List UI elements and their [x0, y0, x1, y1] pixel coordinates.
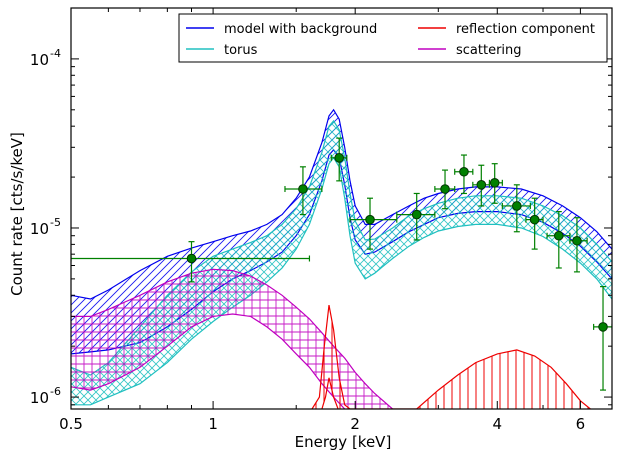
data-point [472, 164, 491, 207]
x-tick-label: 1 [208, 415, 218, 433]
legend-box [178, 13, 608, 63]
y-tick-label: 10 [30, 51, 49, 69]
data-marker [186, 253, 197, 264]
band-lower-scattering [71, 313, 346, 409]
y-tick-exponent: -5 [50, 216, 61, 229]
data-marker [459, 166, 469, 177]
legend-entry-model-with-background: model with background [186, 22, 377, 37]
data-point [284, 166, 323, 216]
x-tick-label: 0.5 [59, 415, 83, 433]
legend-label: scattering [456, 43, 522, 58]
plot-frame [70, 7, 613, 410]
y-tick-exponent: -6 [50, 385, 61, 398]
band-lower-torus [71, 156, 612, 406]
x-axis-label: Energy [keV] [295, 433, 392, 451]
data-marker [476, 180, 487, 190]
data-point [569, 217, 588, 273]
data-point [488, 163, 503, 204]
data-marker [529, 214, 540, 225]
band-upper-scattering [71, 268, 393, 409]
y-tick-exponent: -4 [50, 47, 61, 60]
band-upper-model-with-background [71, 108, 612, 300]
data-marker [411, 209, 422, 220]
data-point [349, 197, 398, 250]
legend-entry-scattering: scattering [418, 43, 522, 58]
data-marker [365, 214, 375, 225]
plot-area [71, 108, 612, 409]
data-marker [554, 230, 564, 241]
data-marker [334, 153, 345, 163]
series-scattering [71, 268, 393, 409]
data-point [593, 286, 612, 391]
y-tick-label: 10 [30, 220, 49, 238]
x-tick-label: 2 [350, 415, 360, 433]
x-tick-label: 6 [576, 415, 586, 433]
data-marker [572, 235, 582, 246]
legend-label: model with background [224, 22, 377, 37]
legend-label: torus [224, 43, 258, 58]
data-point [525, 197, 544, 250]
legend-entry-reflection-component: reflection component [418, 22, 595, 37]
axes: 0.5 1 2 4 610-610-510-4 [30, 7, 613, 433]
data-point [501, 184, 531, 233]
data-point [434, 169, 456, 210]
legend: model with background torus reflection com… [178, 13, 608, 63]
data-marker [440, 184, 450, 194]
legend-entry-torus: torus [186, 43, 258, 58]
data-point [546, 210, 571, 269]
legend-label: reflection component [456, 22, 595, 37]
y-axis-label: Count rate [cts/s/keV] [8, 132, 26, 296]
series-reflection-component [311, 304, 591, 409]
data-points [71, 137, 612, 391]
data-marker [512, 201, 522, 211]
band-lower-reflection-component [321, 377, 339, 409]
data-point [396, 192, 436, 241]
y-tick-label: 10 [30, 389, 49, 407]
data-marker [489, 178, 500, 188]
data-marker [598, 322, 608, 332]
band-fill-reflection-component [312, 305, 591, 409]
data-marker [298, 184, 308, 194]
band-upper-reflection-component [311, 304, 591, 409]
data-point [71, 241, 311, 283]
data-point [454, 154, 474, 195]
x-tick-label: 4 [493, 415, 503, 433]
band-fill-scattering [71, 269, 393, 409]
data-point [330, 137, 348, 182]
